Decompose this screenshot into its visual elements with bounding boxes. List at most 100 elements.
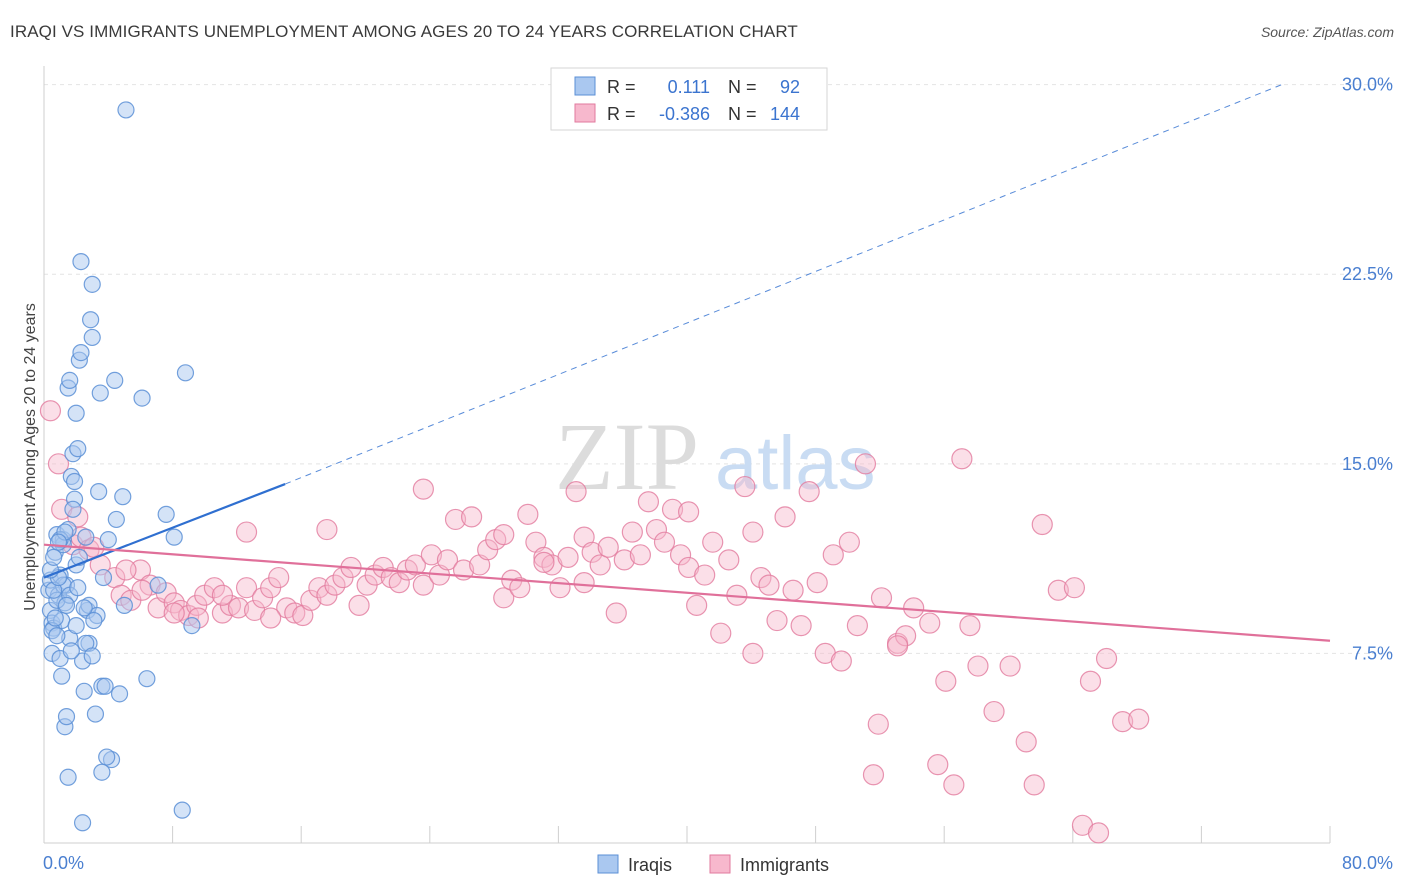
legend-n-label-iraqis: N = — [728, 77, 757, 97]
iraqis-point-40 — [106, 371, 124, 389]
immigrants-point-112 — [1047, 579, 1069, 601]
iraqis-point-31 — [86, 705, 105, 723]
immigrants-point-118 — [959, 615, 981, 637]
immigrants-point-51 — [460, 506, 483, 528]
iraqis-point-56 — [64, 500, 82, 518]
iraqis-point-84 — [48, 627, 66, 645]
bottom-legend-swatch-immigrants — [709, 854, 731, 874]
iraqis-point-81 — [45, 548, 63, 566]
immigrants-point-66 — [581, 541, 603, 563]
iraqis-point-42 — [110, 685, 129, 703]
immigrants-point-103 — [903, 597, 925, 619]
x-tick-label-1: 80.0% — [1342, 853, 1393, 873]
iraqis-point-55 — [67, 404, 85, 422]
immigrants-point-142 — [211, 584, 234, 606]
x-tick-label-0: 0.0% — [43, 853, 84, 873]
iraqis-point-47 — [149, 576, 167, 594]
immigrants-point-109 — [999, 655, 1021, 677]
watermark-atlas: atlas — [715, 421, 876, 506]
iraqis-point-68 — [53, 667, 71, 685]
immigrants-point-49 — [444, 508, 467, 531]
immigrants-point-140 — [163, 602, 185, 624]
iraqis-trendline-extension — [284, 84, 1282, 485]
tick-labels: 7.5% 15.0% 22.5% 30.0% 0.0% 80.0% — [43, 75, 1393, 873]
immigrants-point-34 — [324, 574, 346, 596]
immigrants-point-126 — [1087, 822, 1110, 844]
immigrants-point-90 — [774, 506, 796, 528]
immigrants-point-22 — [227, 597, 250, 619]
iraqis-point-33 — [90, 483, 108, 501]
iraqis-point-85 — [57, 596, 76, 614]
immigrants-point-91 — [782, 579, 804, 601]
bottom-legend: Iraqis Immigrants — [597, 854, 829, 875]
immigrants-point-75 — [653, 531, 676, 553]
immigrants-point-97 — [830, 650, 852, 672]
iraqis-point-44 — [117, 101, 135, 119]
immigrants-point-63 — [557, 546, 579, 568]
legend-swatch-iraqis — [574, 76, 596, 96]
iraqis-point-41 — [107, 510, 125, 529]
bottom-legend-swatch-iraqis — [597, 854, 619, 874]
legend-r-label-immigrants: R = — [607, 104, 636, 124]
iraqis-point-64 — [98, 748, 116, 766]
iraqis-point-61 — [59, 768, 77, 786]
immigrants-point-19 — [203, 577, 225, 599]
legend-n-value-immigrants: 144 — [770, 104, 800, 124]
immigrants-point-133 — [678, 501, 700, 523]
iraqis-point-43 — [114, 488, 132, 506]
immigrants-point-37 — [348, 594, 370, 616]
iraqis-point-20 — [69, 440, 87, 458]
immigrants-point-92 — [790, 615, 812, 637]
immigrants-point-60 — [533, 546, 555, 568]
iraqis-point-46 — [138, 670, 156, 688]
iraqis-point-38 — [99, 531, 117, 549]
immigrants-point-88 — [758, 574, 780, 596]
immigrants-point-32 — [308, 577, 330, 599]
immigrants-point-99 — [846, 615, 868, 637]
immigrants-point-96 — [822, 544, 844, 566]
y-axis-label: Unemployment Among Ages 20 to 24 years — [22, 303, 39, 611]
immigrants-point-45 — [412, 574, 434, 596]
immigrants-point-72 — [629, 544, 651, 566]
legend-swatch-immigrants — [574, 103, 596, 123]
immigrants-point-100 — [854, 453, 877, 475]
iraqis-point-65 — [93, 763, 111, 781]
immigrants-point-80 — [694, 564, 716, 586]
immigrants-point-131 — [493, 523, 515, 546]
iraqis-point-78 — [85, 611, 103, 630]
immigrants-point-57 — [509, 577, 531, 599]
gridlines — [44, 84, 1392, 654]
series-immigrants — [39, 400, 1150, 844]
trendlines — [43, 84, 1331, 642]
immigrants-point-67 — [589, 554, 611, 576]
immigrants-point-87 — [750, 566, 772, 589]
watermark: ZIP atlas — [555, 403, 876, 510]
legend-n-value-iraqis: 92 — [780, 77, 800, 97]
chart-title: IRAQI VS IMMIGRANTS UNEMPLOYMENT AMONG A… — [10, 22, 798, 41]
immigrants-point-76 — [661, 498, 684, 520]
iraqis-point-22 — [72, 252, 90, 271]
immigrants-point-29 — [284, 602, 306, 624]
legend-r-value-iraqis: 0.111 — [668, 77, 710, 97]
immigrants-point-124 — [867, 713, 889, 735]
iraqis-point-45 — [133, 389, 151, 407]
iraqis-point-91 — [72, 343, 90, 362]
immigrants-point-42 — [388, 572, 410, 594]
iraqis-point-36 — [94, 568, 113, 587]
y-tick-label-1: 15.0% — [1342, 454, 1393, 474]
immigrants-point-77 — [669, 544, 692, 566]
immigrants-point-105 — [935, 670, 957, 692]
iraqis-point-50 — [173, 801, 191, 819]
immigrants-point-82 — [710, 622, 732, 644]
immigrants-point-62 — [549, 577, 571, 599]
legend-r-label-iraqis: R = — [607, 77, 636, 97]
immigrants-point-117 — [1128, 708, 1150, 730]
immigrants-point-130 — [412, 478, 434, 500]
y-tick-label-2: 22.5% — [1342, 264, 1393, 284]
immigrants-point-85 — [734, 475, 756, 498]
immigrants-point-74 — [645, 518, 668, 541]
immigrants-point-31 — [300, 589, 322, 611]
iraqis-point-51 — [176, 364, 195, 382]
immigrants-point-23 — [235, 577, 258, 599]
immigrants-point-83 — [718, 549, 740, 571]
